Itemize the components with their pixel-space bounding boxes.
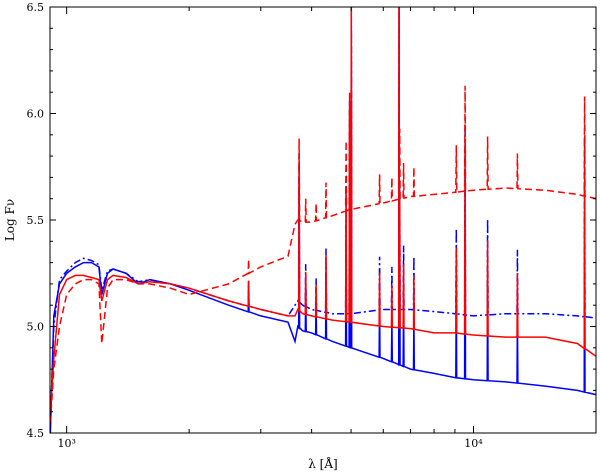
y-tick-label: 5.5 [27,214,45,227]
x-axis-label: λ [Å] [308,456,337,471]
y-tick-label: 6.5 [27,1,45,14]
ticks-layer: 4.5 5.0 5.5 6.0 6.5 10³ 10⁴ [27,1,596,450]
x-tick-label: 10³ [57,437,75,450]
series-line-2 [50,7,596,423]
y-tick-label: 4.5 [27,427,45,440]
series-layer [50,7,596,433]
y-axis-label: Log Fν [3,199,17,241]
y-tick-label: 5.0 [27,321,45,334]
y-tick-label: 6.0 [27,108,45,121]
series-line-4 [50,7,596,423]
x-tick-label: 10⁴ [464,437,483,450]
series-line-3 [50,7,596,412]
plot-frame [49,6,597,434]
